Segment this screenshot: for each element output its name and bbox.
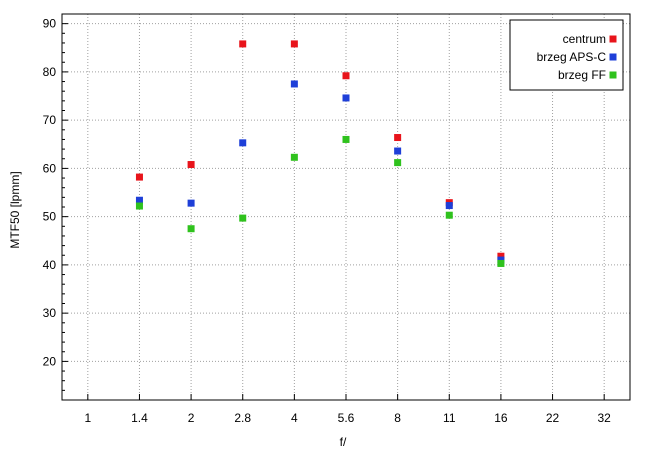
x-tick-label: 16 [494, 411, 508, 425]
legend-box [509, 19, 624, 91]
x-tick-label: 1 [84, 411, 91, 425]
data-point-brzeg-ff [239, 214, 247, 222]
y-tick-label: 50 [43, 210, 57, 224]
data-point-brzeg-aps-c [445, 202, 453, 210]
x-tick-label: 2 [188, 411, 195, 425]
x-axis-title: f/ [340, 435, 347, 449]
x-tick-label: 4 [291, 411, 298, 425]
y-axis-title: MTF50 [lpmm] [8, 171, 22, 248]
y-tick-label: 90 [43, 17, 57, 31]
data-point-brzeg-ff [290, 153, 298, 161]
grid [62, 14, 630, 400]
x-tick-label: 11 [443, 411, 456, 425]
data-point-brzeg-ff [342, 135, 350, 143]
legend-swatch [609, 53, 617, 61]
data-point-brzeg-aps-c [394, 147, 402, 155]
data-point-brzeg-aps-c [290, 80, 298, 88]
data-point-brzeg-ff [394, 159, 402, 167]
plot-frame [61, 13, 631, 401]
data-point-brzeg-ff [187, 225, 195, 233]
y-tick-label: 80 [43, 65, 57, 79]
data-point-brzeg-ff [445, 211, 453, 219]
x-tick-label: 22 [546, 411, 560, 425]
x-tick-label: 5.6 [338, 411, 355, 425]
data-point-brzeg-aps-c [342, 94, 350, 102]
data-point-centrum [497, 252, 505, 260]
y-tick-label: 70 [43, 113, 57, 127]
data-point-centrum [290, 40, 298, 48]
axes: 1 1.4 2 2.8 4 5.6 8 11 16 22 32 20 30 40 50 60 70 80 90 [43, 13, 631, 425]
y-tick-label: 60 [43, 161, 57, 175]
y-tick-label: 30 [43, 306, 57, 320]
data-point-centrum [187, 161, 195, 169]
data-point-brzeg-ff [135, 202, 143, 210]
x-tick-label: 8 [394, 411, 401, 425]
data-points [135, 40, 505, 267]
data-point-brzeg-ff [497, 259, 505, 267]
legend: centrum brzeg APS-C brzeg FF [509, 19, 624, 91]
data-point-brzeg-aps-c [135, 196, 143, 204]
legend-label: brzeg APS-C [537, 50, 607, 64]
legend-label: centrum [563, 32, 606, 46]
data-point-centrum [239, 40, 247, 48]
data-point-centrum [394, 134, 402, 142]
x-tick-label: 32 [598, 411, 612, 425]
x-tick-label: 1.4 [131, 411, 148, 425]
y-tick-label: 40 [43, 258, 57, 272]
legend-swatch [609, 71, 617, 79]
data-point-centrum [135, 173, 143, 181]
data-point-brzeg-aps-c [239, 139, 247, 147]
y-tick-label: 20 [43, 354, 57, 368]
x-tick-label: 2.8 [234, 411, 251, 425]
data-point-centrum [342, 72, 350, 80]
data-point-brzeg-aps-c [187, 199, 195, 207]
legend-swatch [609, 35, 617, 43]
legend-label: brzeg FF [558, 68, 606, 82]
